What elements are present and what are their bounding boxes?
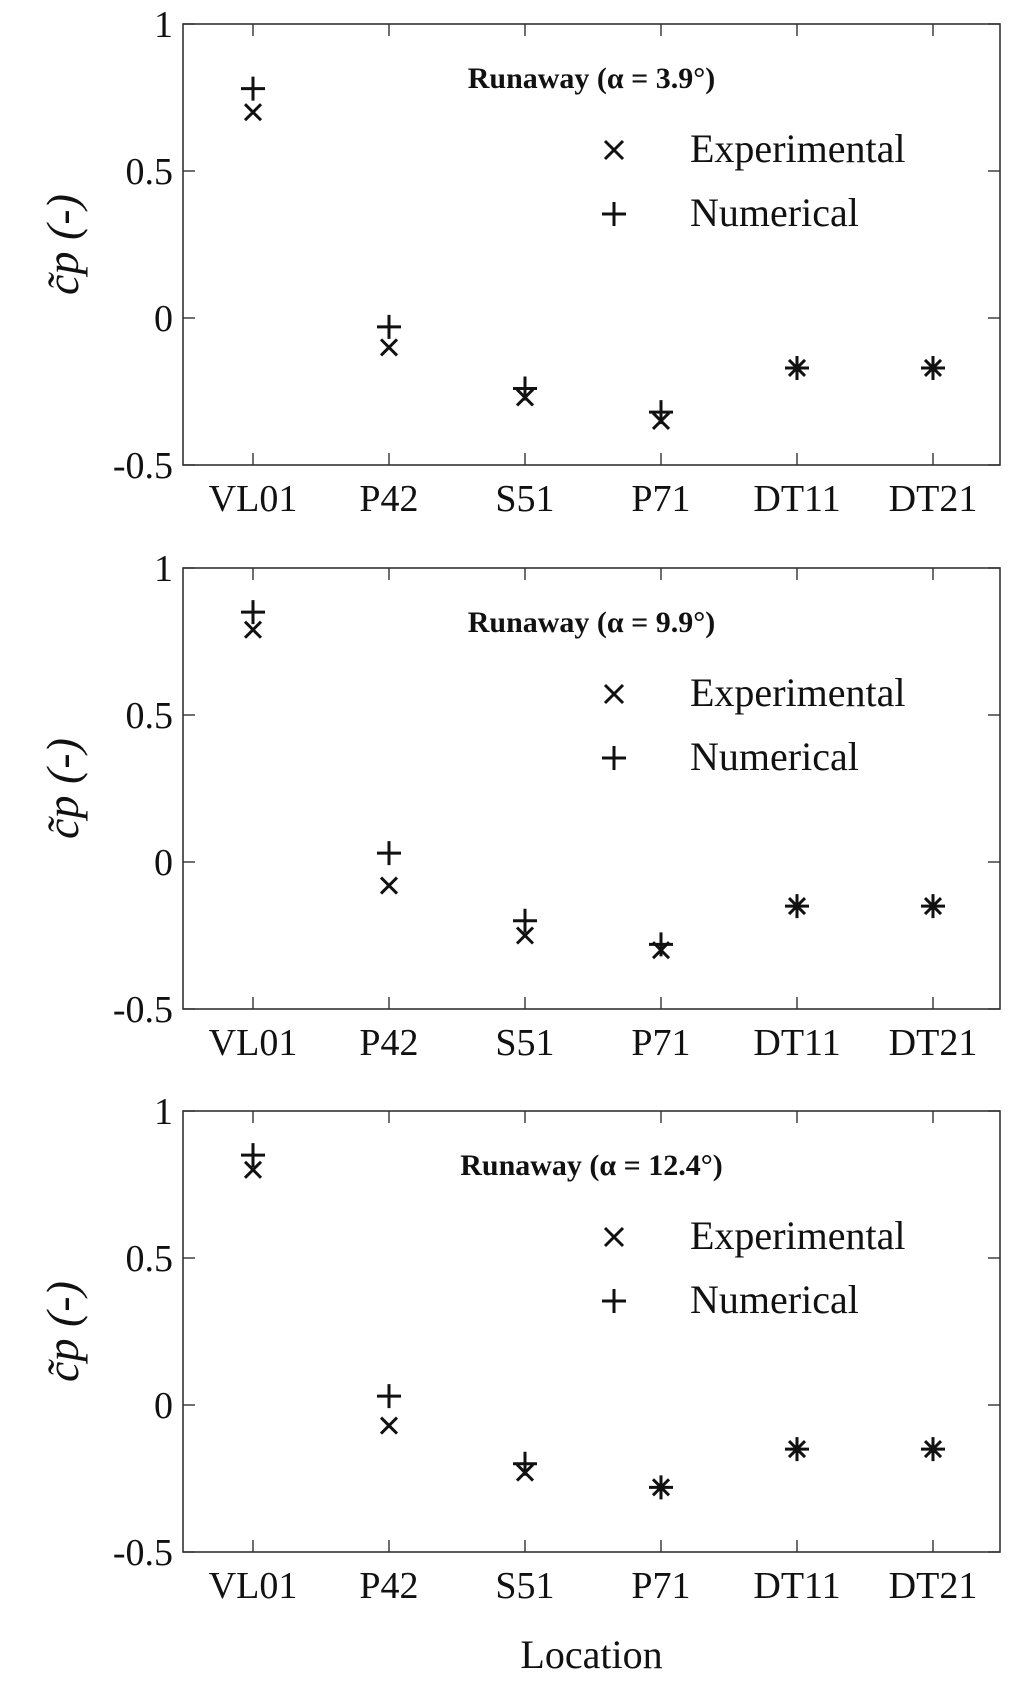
chart-panel-1: 1 0.5 0 -0.5 VL01 P42 S51 P71 DT11 DT21 Runaway (α…	[37, 4, 1001, 520]
y-tick-label: -0.5	[113, 1532, 173, 1574]
y-tick-label: -0.5	[113, 445, 173, 487]
y-tick-label: 0	[154, 298, 173, 340]
legend-label-experimental: Experimental	[690, 126, 905, 171]
data-point-numerical	[377, 1384, 401, 1409]
data-point-numerical	[241, 600, 265, 625]
data-point-experimental	[243, 620, 263, 639]
y-tick-label: 0.5	[126, 1238, 174, 1280]
x-tick-label: DT21	[889, 478, 978, 520]
plot-frame	[182, 567, 1001, 1010]
y-tick-label: 0	[154, 1385, 173, 1427]
x-tick-label: P71	[631, 478, 690, 520]
x-tick-label: S51	[495, 1022, 554, 1064]
x-tick-label: DT21	[889, 1565, 978, 1607]
legend-label-numerical: Numerical	[690, 734, 859, 779]
chart-title: Runaway (α = 9.9°)	[468, 606, 716, 639]
data-point-numerical	[241, 76, 265, 101]
data-point-numerical	[377, 314, 401, 339]
x-tick-label: VL01	[209, 1565, 298, 1607]
x-tick-label: VL01	[209, 478, 298, 520]
x-tick-label: P71	[631, 1565, 690, 1607]
data-point-numerical	[921, 355, 945, 380]
x-tick-label: S51	[495, 1565, 554, 1607]
data-point-experimental	[243, 103, 263, 122]
y-axis-label: c̃p (-)	[37, 194, 88, 295]
legend-marker-numerical	[602, 202, 626, 226]
x-tick-label: S51	[495, 478, 554, 520]
y-axis-label: c̃p (-)	[37, 1281, 88, 1382]
data-point-numerical	[785, 355, 809, 380]
y-tick-label: 1	[154, 1091, 173, 1133]
y-tick-label: -0.5	[113, 989, 173, 1031]
y-tick-label: 0.5	[126, 695, 174, 737]
x-tick-label: P71	[631, 1022, 690, 1064]
data-point-numerical	[921, 1437, 945, 1462]
chart-panel-2: 1 0.5 0 -0.5 VL01 P42 S51 P71 DT11 DT21 Runaway (α…	[37, 548, 1001, 1064]
y-tick-label: 0.5	[126, 151, 174, 193]
data-point-numerical	[513, 376, 537, 401]
data-point-experimental	[243, 1160, 263, 1179]
legend-marker-numerical	[602, 746, 626, 770]
data-point-numerical	[377, 841, 401, 866]
data-point-numerical	[785, 894, 809, 919]
chart-panel-3: 1 0.5 0 -0.5 VL01 P42 S51 P71 DT11 DT21 Runaway (α…	[37, 1091, 1001, 1677]
data-point-experimental	[379, 1416, 399, 1435]
legend-marker-experimental	[603, 1226, 625, 1248]
legend-label-numerical: Numerical	[690, 1277, 859, 1322]
data-point-numerical	[921, 894, 945, 919]
x-tick-label: P42	[359, 1022, 418, 1064]
y-tick-label: 0	[154, 842, 173, 884]
legend-label-numerical: Numerical	[690, 190, 859, 235]
x-tick-label: DT11	[753, 478, 840, 520]
x-axis-label: Location	[520, 1632, 662, 1677]
x-tick-label: P42	[359, 478, 418, 520]
plot-frame	[182, 23, 1001, 466]
legend-marker-experimental	[603, 683, 625, 705]
legend-label-experimental: Experimental	[690, 670, 905, 715]
x-tick-label: DT11	[753, 1022, 840, 1064]
data-point-experimental	[379, 338, 399, 357]
legend-label-experimental: Experimental	[690, 1213, 905, 1258]
y-tick-label: 1	[154, 4, 173, 46]
x-tick-label: DT11	[753, 1565, 840, 1607]
x-tick-label: DT21	[889, 1022, 978, 1064]
data-point-numerical	[649, 1475, 673, 1500]
data-point-experimental	[379, 876, 399, 895]
plot-frame	[182, 1110, 1001, 1553]
data-point-numerical	[649, 400, 673, 425]
data-point-numerical	[513, 1451, 537, 1476]
legend-marker-experimental	[603, 139, 625, 161]
data-point-numerical	[785, 1437, 809, 1462]
data-point-experimental	[515, 926, 535, 945]
x-tick-label: P42	[359, 1565, 418, 1607]
data-point-numerical	[241, 1143, 265, 1168]
x-tick-label: VL01	[209, 1022, 298, 1064]
data-point-numerical	[513, 908, 537, 933]
y-tick-label: 1	[154, 548, 173, 590]
chart-title: Runaway (α = 3.9°)	[468, 62, 716, 95]
chart-title: Runaway (α = 12.4°)	[460, 1149, 723, 1182]
y-axis-label: c̃p (-)	[37, 738, 88, 839]
legend-marker-numerical	[602, 1289, 626, 1313]
data-point-numerical	[649, 932, 673, 957]
